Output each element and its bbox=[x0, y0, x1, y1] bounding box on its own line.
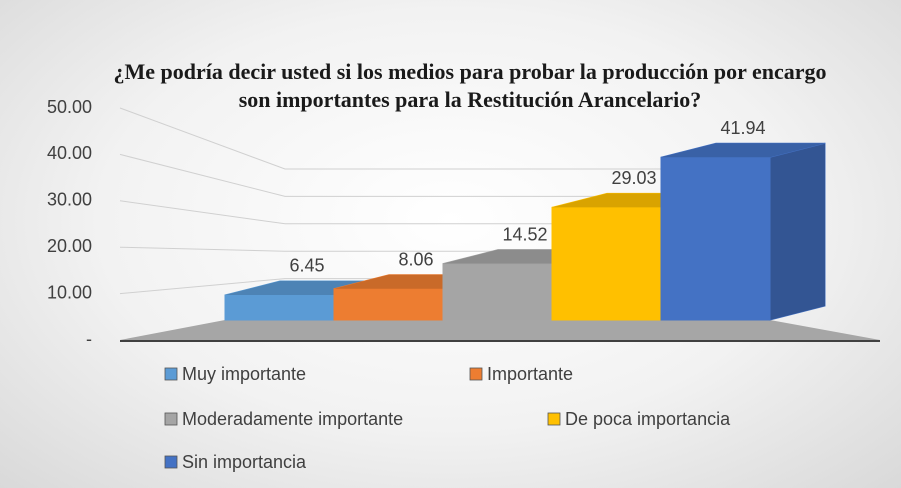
legend-swatch bbox=[164, 412, 178, 426]
y-tick-label: 50.00 bbox=[47, 97, 92, 117]
data-label: 14.52 bbox=[502, 224, 547, 244]
bar bbox=[660, 156, 771, 321]
bar-side-shade bbox=[770, 143, 825, 320]
grid-line bbox=[119, 107, 770, 170]
bar bbox=[224, 294, 335, 321]
legend-label: Sin importancia bbox=[182, 452, 307, 472]
legend-label: Importante bbox=[487, 364, 573, 384]
data-label: 8.06 bbox=[398, 249, 433, 269]
legend-label: Muy importante bbox=[182, 364, 306, 384]
legend-swatch bbox=[164, 367, 178, 381]
legend-swatch bbox=[469, 367, 483, 381]
y-tick-label: 10.00 bbox=[47, 282, 92, 302]
data-label: 29.03 bbox=[611, 168, 656, 188]
bar bbox=[442, 263, 553, 321]
y-tick-label: 40.00 bbox=[47, 143, 92, 163]
legend-label: De poca importancia bbox=[565, 409, 731, 429]
chart-title: ¿Me podría decir usted si los medios par… bbox=[113, 59, 827, 112]
bar-top bbox=[660, 142, 826, 158]
bar bbox=[551, 206, 662, 321]
y-tick-label: - bbox=[86, 329, 92, 349]
legend-swatch bbox=[164, 455, 178, 469]
y-tick-label: 30.00 bbox=[47, 190, 92, 210]
floor bbox=[120, 320, 880, 340]
bar-top-shade bbox=[661, 143, 825, 158]
legend-label: Moderadamente importante bbox=[182, 409, 403, 429]
bar bbox=[333, 288, 444, 321]
legend-swatch bbox=[547, 412, 561, 426]
data-label: 6.45 bbox=[289, 256, 324, 276]
y-tick-label: 20.00 bbox=[47, 236, 92, 256]
bar-top-shade bbox=[225, 280, 389, 295]
data-label: 41.94 bbox=[720, 118, 765, 138]
